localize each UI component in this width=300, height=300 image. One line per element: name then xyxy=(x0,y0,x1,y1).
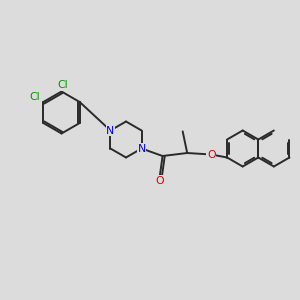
Text: N: N xyxy=(137,143,146,154)
Text: O: O xyxy=(155,176,164,186)
Text: Cl: Cl xyxy=(58,80,68,90)
Text: O: O xyxy=(207,149,215,160)
Text: N: N xyxy=(106,125,115,136)
Text: Cl: Cl xyxy=(29,92,40,103)
